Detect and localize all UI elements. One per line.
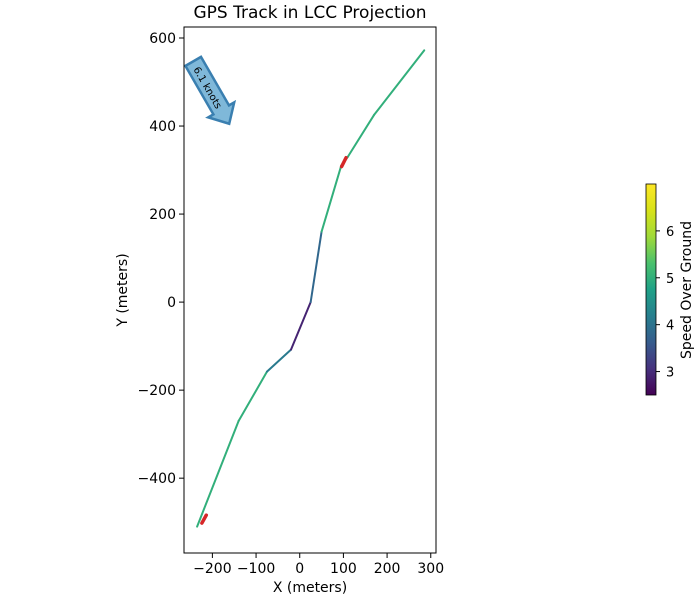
x-tick-label: 200 xyxy=(374,561,401,577)
y-tick-label: 0 xyxy=(167,295,176,311)
x-axis-label: X (meters) xyxy=(273,580,347,596)
y-tick-label: 400 xyxy=(149,119,176,135)
plot-area: 6.1 knots xyxy=(183,49,426,528)
x-tick-label: −200 xyxy=(193,561,231,577)
colorbar-tick-label: 3 xyxy=(666,366,674,381)
y-axis-ticks: −400 −200 0 200 400 600 xyxy=(138,31,184,487)
colorbar-tick-label: 6 xyxy=(666,225,674,240)
y-tick-label: 600 xyxy=(149,31,176,47)
x-tick-label: 0 xyxy=(295,561,304,577)
colorbar-gradient xyxy=(645,183,657,396)
track-segment xyxy=(265,348,293,373)
x-tick-label: −100 xyxy=(237,561,275,577)
track-segment xyxy=(237,370,268,422)
colorbar-tick-label: 4 xyxy=(666,319,674,334)
arrow-icon xyxy=(183,55,237,126)
x-tick-label: 100 xyxy=(330,561,357,577)
colorbar-tick-label: 5 xyxy=(666,272,674,287)
y-tick-label: −400 xyxy=(138,471,176,487)
position-marker xyxy=(200,513,209,525)
track-segment xyxy=(196,419,240,528)
y-tick-label: −200 xyxy=(138,383,176,399)
chart-title: GPS Track in LCC Projection xyxy=(193,3,426,23)
plot-frame xyxy=(183,26,437,554)
track-segment xyxy=(372,49,426,117)
colorbar: 3 4 5 6 Speed Over Ground xyxy=(645,183,695,396)
y-tick-label: 200 xyxy=(149,207,176,223)
position-marker xyxy=(339,155,348,169)
colorbar-label: Speed Over Ground xyxy=(679,221,695,359)
colorbar-ticks: 3 4 5 6 xyxy=(656,225,674,381)
x-tick-label: 300 xyxy=(417,561,444,577)
track-segment xyxy=(290,301,312,351)
track-segment xyxy=(320,164,343,233)
track-segment xyxy=(346,114,375,158)
y-axis-label: Y (meters) xyxy=(115,253,131,327)
speed-annotation: 6.1 knots xyxy=(183,55,237,126)
track-segment xyxy=(309,230,323,304)
x-axis-ticks: −200 −100 0 100 200 300 xyxy=(193,553,444,577)
